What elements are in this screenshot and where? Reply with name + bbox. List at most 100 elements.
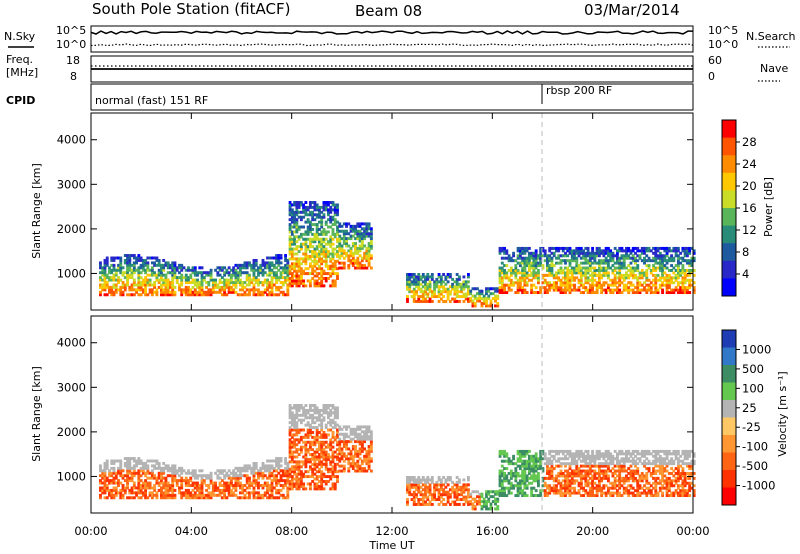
echo-cell <box>636 268 640 272</box>
echo-cell <box>302 462 306 466</box>
echo-cell <box>295 482 299 486</box>
echo-cell <box>471 294 475 298</box>
echo-cell <box>426 277 430 281</box>
echo-cell <box>408 280 412 284</box>
echo-cell <box>105 459 109 463</box>
echo-cell <box>679 256 683 260</box>
echo-cell <box>412 480 416 484</box>
echo-cell <box>288 277 292 280</box>
echo-cell <box>157 476 161 480</box>
echo-cell <box>464 483 468 487</box>
echo-cell <box>365 266 369 270</box>
echo-cell <box>293 455 297 459</box>
echo-cell <box>597 286 601 290</box>
echo-cell <box>518 449 522 453</box>
echo-cell <box>683 259 687 263</box>
echo-cell <box>313 232 317 236</box>
echo-cell <box>559 474 563 478</box>
echo-cell <box>568 278 572 282</box>
echo-cell <box>602 251 606 255</box>
echo-cell <box>175 471 179 475</box>
echo-cell <box>238 466 242 470</box>
echo-cell <box>347 457 351 461</box>
echo-cell <box>128 254 132 258</box>
echo-cell <box>322 254 326 258</box>
echo-cell <box>324 232 328 236</box>
echo-cell <box>342 261 346 265</box>
echo-cell <box>363 234 367 238</box>
echo-cell <box>180 278 184 282</box>
echo-cell <box>261 273 265 277</box>
echo-cell <box>455 498 459 502</box>
echo-cell <box>437 280 441 284</box>
echo-cell <box>681 271 685 275</box>
echo-cell <box>268 484 272 487</box>
echo-cell <box>329 259 333 263</box>
echo-cell <box>245 481 249 485</box>
echo-cell <box>308 227 312 231</box>
echo-cell <box>112 256 116 260</box>
echo-cell <box>184 290 188 294</box>
echo-cell <box>227 285 231 289</box>
echo-cell <box>534 264 538 268</box>
echo-cell <box>683 276 687 280</box>
echo-cell <box>417 488 421 492</box>
echo-cell <box>349 454 353 458</box>
echo-cell <box>476 490 479 494</box>
echo-cell <box>507 457 511 461</box>
echo-cell <box>263 261 267 265</box>
echo-cell <box>327 264 330 268</box>
echo-cell <box>279 479 283 483</box>
noise-tick-left-bottom: 10^0 <box>56 38 86 51</box>
echo-cell <box>234 283 238 287</box>
echo-cell <box>679 273 683 277</box>
echo-cell <box>123 258 127 262</box>
echo-cell <box>248 281 251 284</box>
echo-cell <box>193 476 197 480</box>
echo-cell <box>584 256 588 260</box>
echo-cell <box>667 246 671 250</box>
echo-cell <box>442 280 446 284</box>
echo-cell <box>148 268 152 272</box>
echo-cell <box>243 474 247 478</box>
echo-cell <box>308 445 312 449</box>
echo-cell <box>327 208 330 212</box>
echo-cell <box>667 283 671 287</box>
echo-cell <box>320 220 324 224</box>
echo-cell <box>365 251 369 255</box>
echo-cell <box>327 453 330 457</box>
echo-cell <box>412 275 416 279</box>
echo-cell <box>218 476 222 480</box>
echo-cell <box>284 266 287 270</box>
echo-cell <box>591 291 595 295</box>
echo-cell <box>187 268 190 272</box>
echo-cell <box>290 423 294 427</box>
echo-cell <box>408 277 412 281</box>
echo-cell <box>367 447 371 451</box>
echo-cell <box>322 203 326 207</box>
echo-cell <box>299 257 303 261</box>
echo-cell <box>218 268 222 272</box>
echo-cell <box>117 466 120 470</box>
echo-cell <box>112 268 116 272</box>
echo-cell <box>182 288 186 292</box>
echo-cell <box>412 287 416 291</box>
echo-cell <box>200 288 204 292</box>
echo-cell <box>525 246 529 250</box>
echo-cell <box>322 272 326 276</box>
echo-cell <box>259 471 263 475</box>
echo-cell <box>333 262 337 266</box>
echo-cell <box>421 280 425 284</box>
echo-cell <box>426 488 430 492</box>
echo-cell <box>446 490 450 494</box>
echo-cell <box>676 256 680 260</box>
echo-cell <box>322 269 326 273</box>
echo-cell <box>329 208 333 212</box>
echo-cell <box>322 472 326 476</box>
echo-cell <box>521 452 525 456</box>
echo-cell <box>313 435 317 439</box>
echo-cell <box>453 490 457 494</box>
echo-cell <box>288 269 292 273</box>
echo-cell <box>220 479 224 483</box>
echo-cell <box>252 464 256 468</box>
